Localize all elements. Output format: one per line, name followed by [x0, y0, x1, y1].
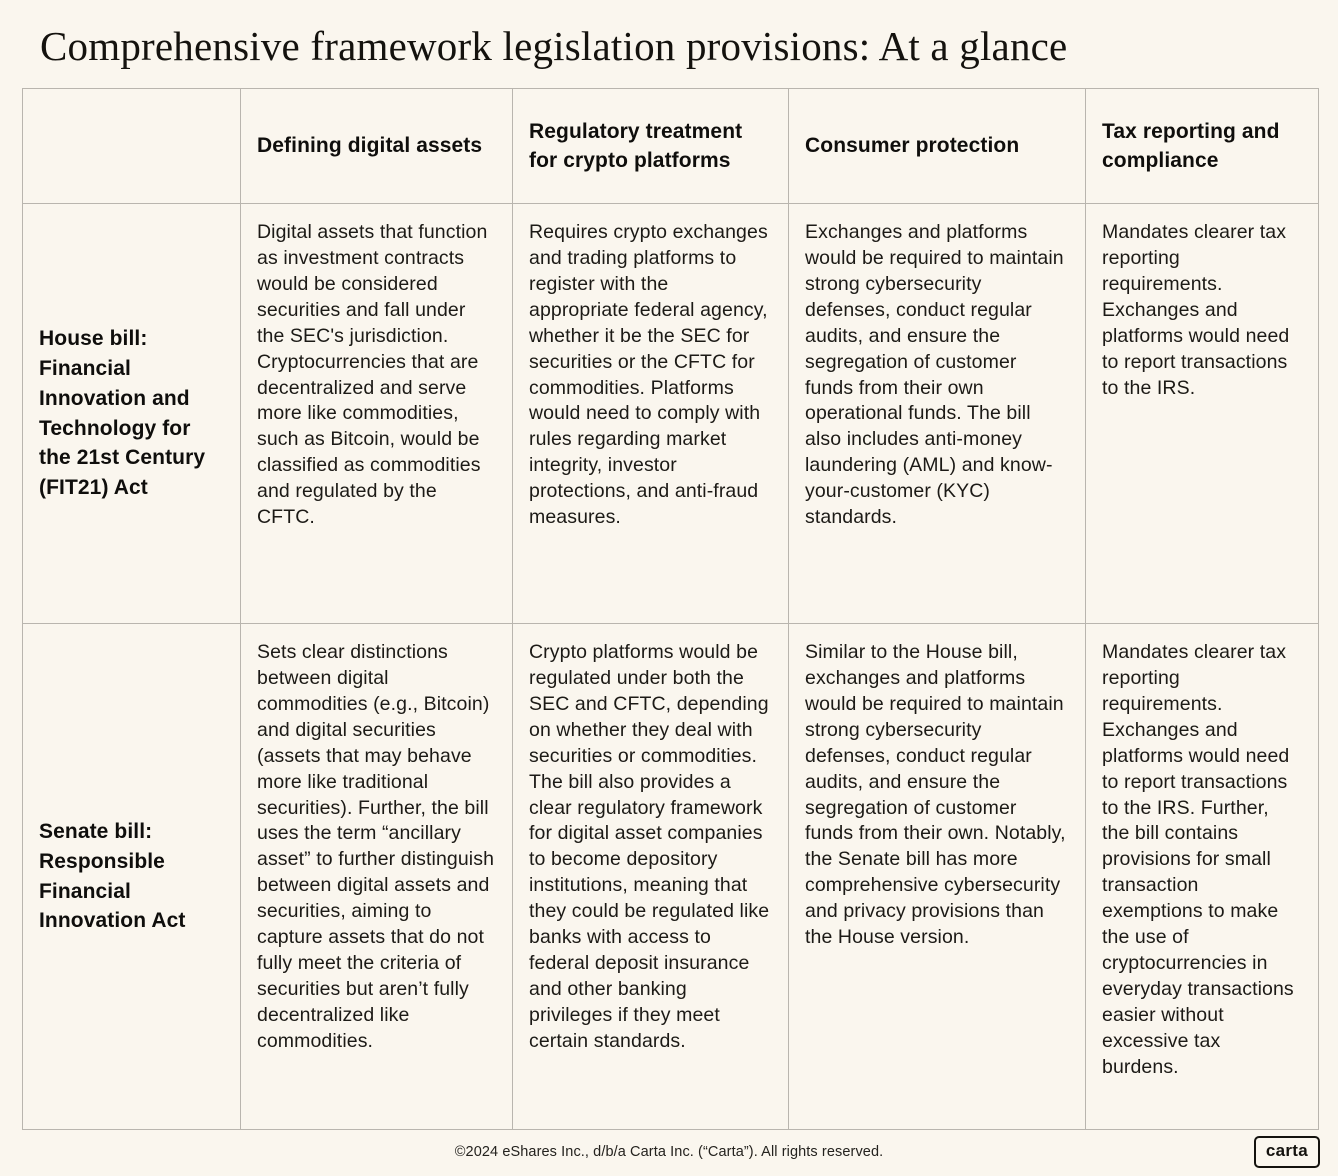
copyright-text: ©2024 eShares Inc., d/b/a Carta Inc. (“C…	[454, 1144, 884, 1160]
column-header-regulatory-treatment: Regulatory treatment for crypto platform…	[512, 88, 789, 204]
column-header-defining-digital-assets: Defining digital assets	[240, 88, 513, 204]
footer: ©2024 eShares Inc., d/b/a Carta Inc. (“C…	[0, 1136, 1338, 1176]
row-header-house-bill: House bill: Financial Innovation and Tec…	[22, 203, 241, 624]
table-cell-house-regulatory: Requires crypto exchanges and trading pl…	[512, 203, 789, 624]
column-header-tax-reporting: Tax reporting and compliance	[1085, 88, 1319, 204]
table-cell-senate-regulatory: Crypto platforms would be regulated unde…	[512, 623, 789, 1130]
table-cell-house-consumer: Exchanges and platforms would be require…	[788, 203, 1086, 624]
table-cell-house-tax: Mandates clearer tax reporting requireme…	[1085, 203, 1319, 624]
table-cell-house-defining: Digital assets that function as investme…	[240, 203, 513, 624]
table-cell-senate-consumer: Similar to the House bill, exchanges and…	[788, 623, 1086, 1130]
column-header-consumer-protection: Consumer protection	[788, 88, 1086, 204]
table-row-house-bill: House bill: Financial Innovation and Tec…	[22, 203, 1319, 624]
table-cell-senate-tax: Mandates clearer tax reporting requireme…	[1085, 623, 1319, 1130]
carta-logo: carta	[1253, 1136, 1320, 1168]
corner-cell	[22, 88, 241, 204]
table-row-senate-bill: Senate bill: Responsible Financial Innov…	[22, 623, 1319, 1130]
table-header-row: Defining digital assets Regulatory treat…	[22, 88, 1319, 204]
row-header-senate-bill: Senate bill: Responsible Financial Innov…	[22, 623, 241, 1130]
table-cell-senate-defining: Sets clear distinctions between digital …	[240, 623, 513, 1130]
page-title: Comprehensive framework legislation prov…	[40, 23, 1068, 69]
legislation-comparison-table: Defining digital assets Regulatory treat…	[22, 88, 1319, 1130]
